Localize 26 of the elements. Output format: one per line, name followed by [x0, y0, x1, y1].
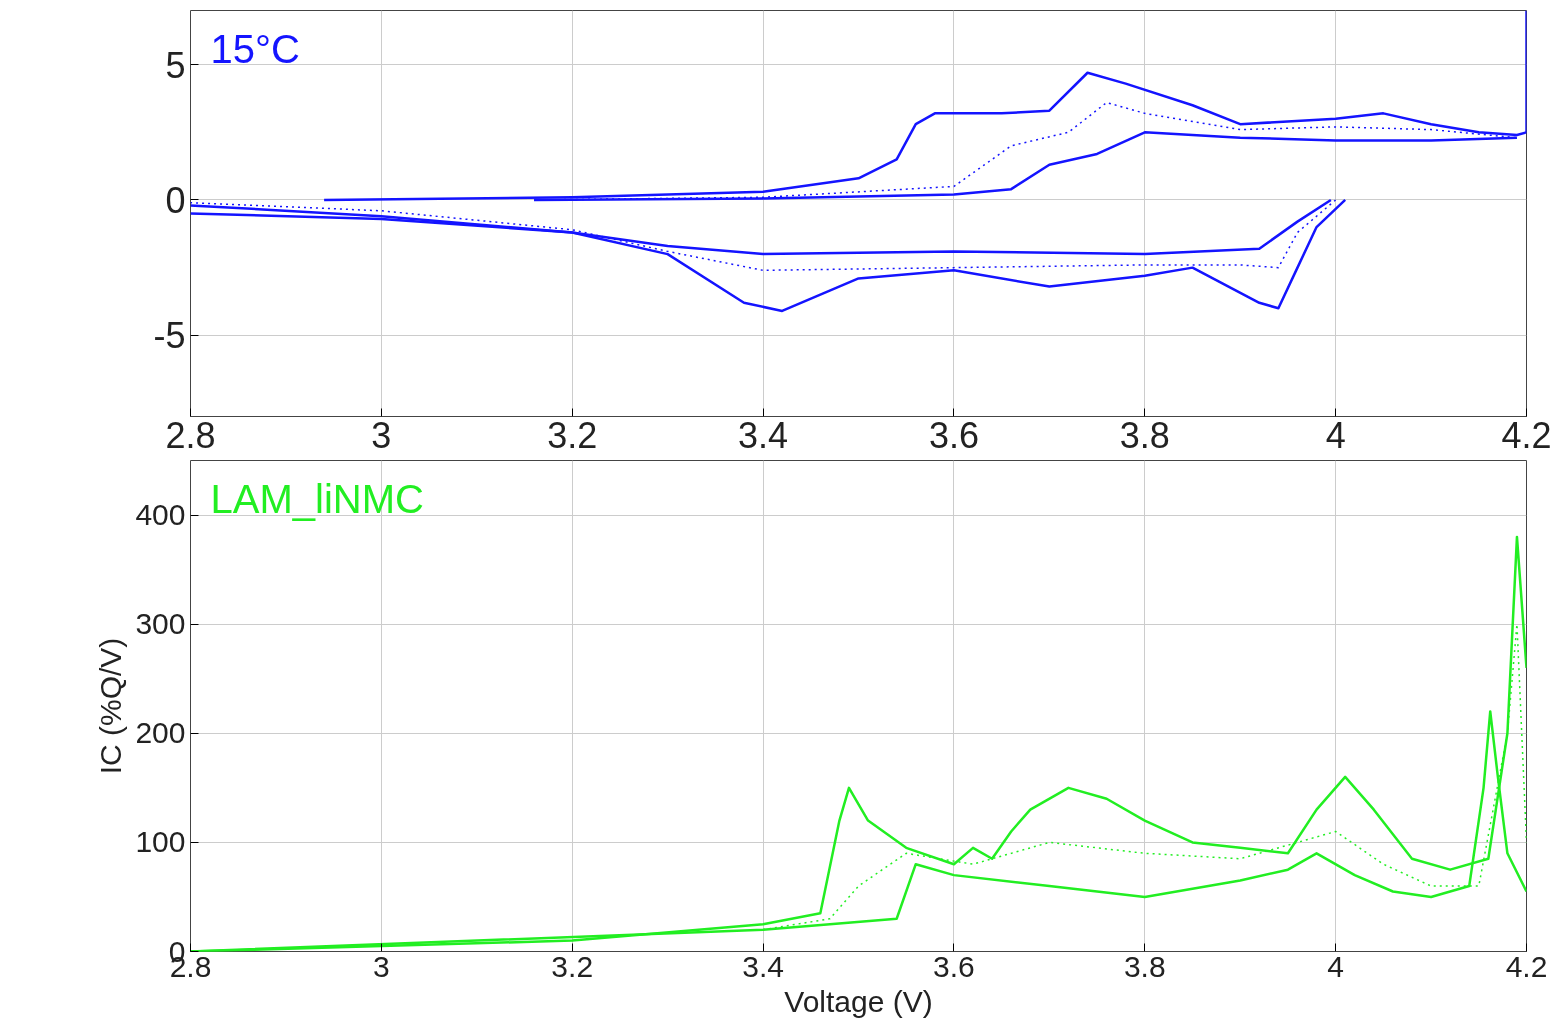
x-axis-title: Voltage (V) — [784, 984, 933, 1018]
x-tick-label: 3.6 — [928, 414, 979, 456]
x-tick-label: 3.8 — [1119, 414, 1170, 456]
y-tick-label: 5 — [165, 44, 186, 86]
x-tick-label: 2.8 — [165, 414, 216, 456]
x-tick-label: 4 — [1325, 414, 1346, 456]
x-tick-label: 3.2 — [551, 949, 594, 983]
annotation: 15°C — [210, 26, 300, 71]
y-tick-label: 300 — [135, 607, 186, 641]
x-tick-label: 3.6 — [933, 949, 975, 983]
x-tick-label: 3 — [371, 414, 392, 456]
x-tick-label: 4.2 — [1505, 949, 1548, 983]
y-axis-title: IC (%Q/V) — [94, 637, 128, 775]
y-tick-label: 0 — [165, 179, 186, 221]
y-tick-label: -5 — [153, 315, 186, 357]
annotation: LAM_liNMC — [210, 476, 424, 521]
y-tick-label: 100 — [135, 825, 186, 859]
x-tick-label: 3.2 — [547, 414, 598, 456]
x-tick-label: 4 — [1327, 949, 1344, 983]
x-tick-label: 3.4 — [742, 949, 784, 983]
x-tick-label: 4.2 — [1501, 414, 1552, 456]
y-tick-label: 400 — [135, 498, 186, 532]
y-tick-label: 200 — [135, 716, 186, 750]
x-tick-label: 3.4 — [738, 414, 789, 456]
x-tick-label: 3.8 — [1123, 949, 1166, 983]
x-tick-label: 3 — [373, 949, 390, 983]
